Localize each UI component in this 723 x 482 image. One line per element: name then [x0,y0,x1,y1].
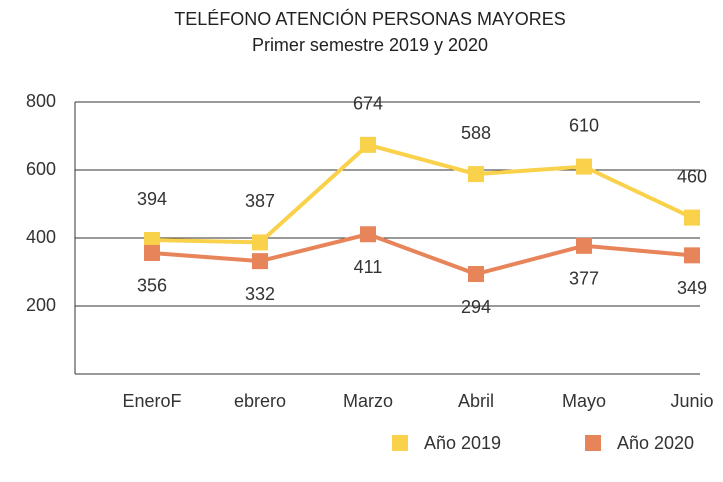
legend-label: Año 2020 [617,433,694,453]
data-label: 674 [353,94,383,114]
chart-subtitle: Primer semestre 2019 y 2020 [252,35,488,55]
data-label: 588 [461,123,491,143]
legend-swatch [392,435,408,451]
x-tick-label: Marzo [343,391,393,411]
data-label: 610 [569,115,599,135]
series-line [151,142,693,245]
point [468,266,484,283]
point [252,253,268,270]
point [144,232,160,249]
point [144,244,160,261]
x-tick-label: Mayo [562,391,606,411]
point [576,158,592,175]
x-tick-label: ebrero [234,391,286,411]
point [468,166,484,183]
series-line [151,232,693,277]
legend-label: Año 2019 [424,433,501,453]
x-tick-label: Junio [670,391,713,411]
data-label: 387 [245,191,275,211]
point [684,247,700,264]
point [360,136,376,153]
data-label: 394 [137,189,167,209]
data-label: 332 [245,284,275,304]
data-label: 294 [461,297,491,317]
data-label: 411 [354,257,383,277]
point [360,226,376,243]
data-label: 349 [677,278,707,298]
data-label: 356 [137,276,167,296]
y-tick-label: 200 [26,295,56,315]
data-label: 460 [677,166,707,186]
y-tick-label: 800 [26,91,56,111]
point [252,234,268,251]
point [576,237,592,254]
data-label: 377 [569,269,599,289]
y-tick-label: 600 [26,159,56,179]
y-tick-label: 400 [26,227,56,247]
chart-title: TELÉFONO ATENCIÓN PERSONAS MAYORES [174,8,565,29]
point [684,209,700,226]
x-tick-label: EneroF [122,391,181,411]
x-tick-label: Abril [458,391,494,411]
legend-swatch [585,435,601,451]
